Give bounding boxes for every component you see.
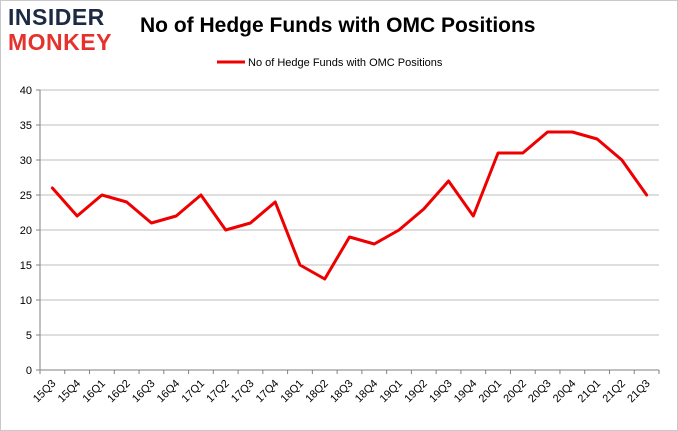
- x-tick-label: 20Q1: [477, 378, 505, 406]
- x-tick-label: 18Q3: [328, 378, 356, 406]
- x-tick-label: 21Q1: [576, 378, 604, 406]
- y-tick-label: 30: [20, 155, 32, 167]
- x-tick-label: 20Q4: [551, 378, 579, 406]
- x-tick-label: 17Q1: [180, 378, 208, 406]
- x-tick-label: 15Q4: [56, 378, 84, 406]
- x-tick-label: 20Q2: [501, 378, 529, 406]
- x-tick-label: 16Q4: [155, 378, 183, 406]
- x-tick-label: 17Q2: [204, 378, 232, 406]
- x-tick-label: 19Q1: [378, 378, 406, 406]
- logo-line-1: INSIDER: [8, 4, 105, 30]
- x-tick-label: 19Q4: [452, 378, 480, 406]
- x-tick-label: 16Q3: [130, 378, 158, 406]
- y-tick-label: 25: [20, 190, 32, 202]
- y-tick-label: 15: [20, 260, 32, 272]
- x-tick-label: 18Q1: [279, 378, 307, 406]
- x-tick-label: 18Q4: [353, 378, 381, 406]
- x-tick-label: 17Q4: [254, 378, 282, 406]
- legend-label: No of Hedge Funds with OMC Positions: [248, 57, 443, 69]
- y-tick-label: 0: [26, 365, 32, 377]
- y-tick-label: 40: [20, 85, 32, 97]
- x-tick-label: 21Q2: [600, 378, 628, 406]
- logo-line-2: MONKEY: [8, 29, 112, 55]
- legend: No of Hedge Funds with OMC Positions: [217, 57, 443, 69]
- x-tick-label: 19Q3: [427, 378, 455, 406]
- series-layer: [50, 130, 649, 281]
- y-tick-label: 10: [20, 295, 32, 307]
- x-tick-labels: 15Q315Q416Q116Q216Q316Q417Q117Q217Q317Q4…: [31, 378, 653, 406]
- x-tick-label: 16Q1: [80, 378, 108, 406]
- x-tick-label: 18Q2: [303, 378, 331, 406]
- chart-title: No of Hedge Funds with OMC Positions: [140, 14, 536, 37]
- axes: [36, 89, 660, 374]
- series-line: [50, 130, 649, 281]
- x-tick-label: 21Q3: [625, 378, 653, 406]
- y-tick-label: 20: [20, 225, 32, 237]
- x-tick-label: 20Q3: [526, 378, 554, 406]
- x-tick-label: 17Q3: [229, 378, 257, 406]
- x-tick-label: 16Q2: [105, 378, 133, 406]
- x-tick-label: 15Q3: [31, 378, 59, 406]
- gridlines: [40, 89, 659, 336]
- y-tick-label: 5: [26, 330, 32, 342]
- insider-monkey-logo: INSIDER MONKEY: [8, 6, 126, 58]
- x-tick-label: 19Q2: [402, 378, 430, 406]
- y-tick-label: 35: [20, 120, 32, 132]
- y-tick-labels: 0 5 10 15 20 25 30 35 40: [20, 85, 32, 377]
